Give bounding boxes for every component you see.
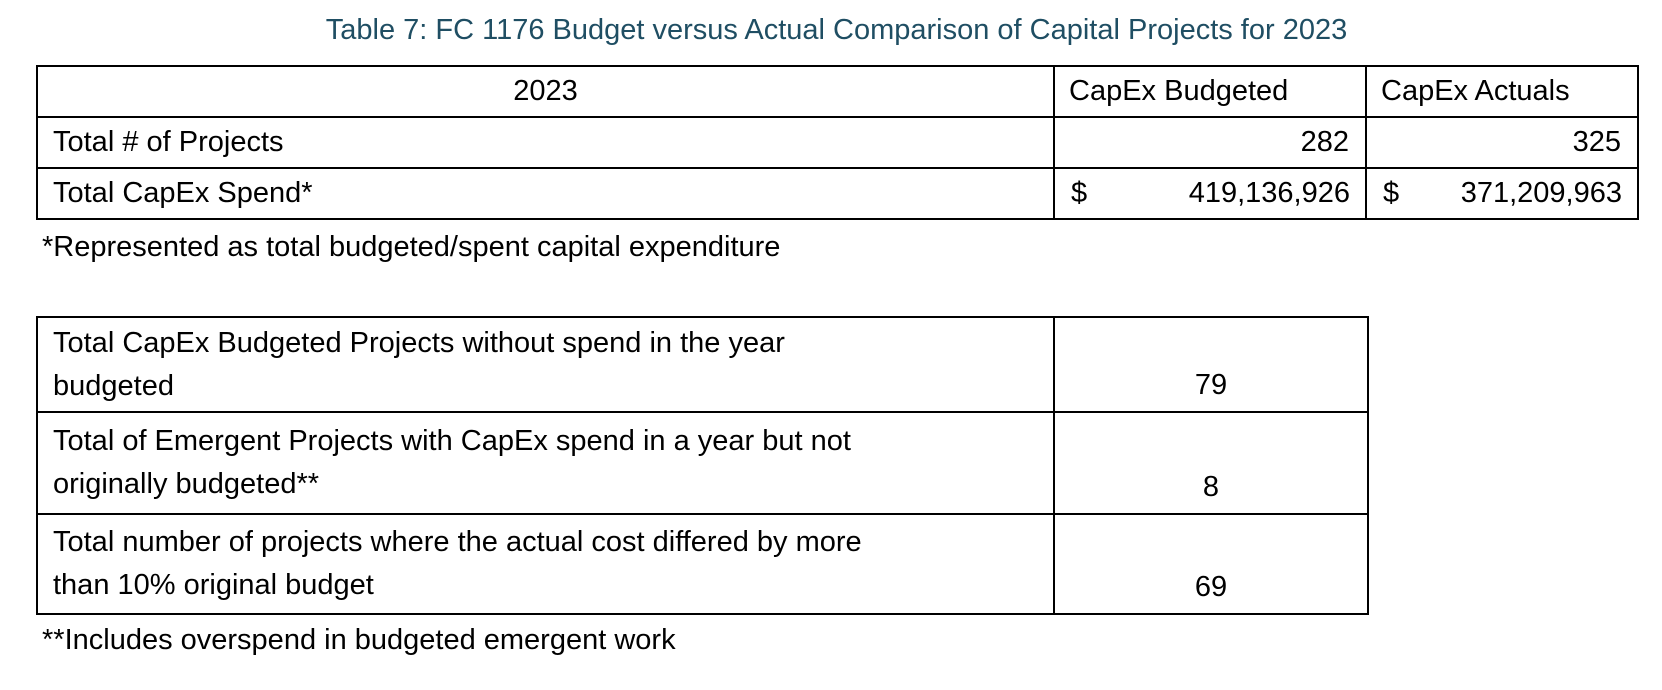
table-row-no-spend-projects: Total CapEx Budgeted Projects without sp… <box>36 316 1369 413</box>
value-budgeted-projects: 282 <box>1053 116 1367 169</box>
label-line-1: Total number of projects where the actua… <box>53 526 862 558</box>
footnote-emergent-work: **Includes overspend in budgeted emergen… <box>42 624 676 656</box>
actual-spend-value: 371,209,963 <box>1460 177 1622 209</box>
table-row-emergent-projects: Total of Emergent Projects with CapEx sp… <box>36 411 1369 515</box>
footnote-capex-spend: *Represented as total budgeted/spent cap… <box>42 231 781 263</box>
table-row-total-capex-spend: Total CapEx Spend* $ 419,136,926 $ 371,2… <box>36 167 1639 220</box>
budgeted-spend-amount: $ 419,136,926 <box>1056 177 1364 210</box>
table-row-cost-differed-projects: Total number of projects where the actua… <box>36 513 1369 615</box>
label-total-projects: Total # of Projects <box>36 116 1055 169</box>
label-emergent-projects: Total of Emergent Projects with CapEx sp… <box>36 411 1055 515</box>
currency-symbol: $ <box>1383 177 1400 209</box>
table-caption: Table 7: FC 1176 Budget versus Actual Co… <box>325 14 1348 46</box>
label-line-2: than 10% original budget <box>53 569 374 601</box>
currency-symbol: $ <box>1071 177 1088 209</box>
label-no-spend-projects: Total CapEx Budgeted Projects without sp… <box>36 316 1055 413</box>
label-line-2: budgeted <box>53 369 174 402</box>
value-actual-spend-cell: $ 371,209,963 <box>1365 167 1639 220</box>
actual-spend-amount: $ 371,209,963 <box>1368 177 1636 210</box>
value-budgeted-spend-cell: $ 419,136,926 <box>1053 167 1367 220</box>
label-line-1: Total CapEx Budgeted Projects without sp… <box>53 326 785 359</box>
header-capex-budgeted: CapEx Budgeted <box>1053 65 1367 118</box>
value-actual-projects: 325 <box>1365 116 1639 169</box>
value-cost-differed-projects: 69 <box>1053 513 1369 615</box>
value-emergent-projects: 8 <box>1053 411 1369 515</box>
label-cost-differed-projects: Total number of projects where the actua… <box>36 513 1055 615</box>
budgeted-spend-value: 419,136,926 <box>1188 177 1350 209</box>
label-line-1: Total of Emergent Projects with CapEx sp… <box>53 425 851 457</box>
label-line-2: originally budgeted** <box>53 468 320 500</box>
project-counts-table: Total CapEx Budgeted Projects without sp… <box>36 316 1369 615</box>
label-total-capex-spend: Total CapEx Spend* <box>36 167 1055 220</box>
header-year: 2023 <box>36 65 1055 118</box>
value-no-spend-projects: 79 <box>1053 316 1369 413</box>
table-header-row: 2023 CapEx Budgeted CapEx Actuals <box>36 65 1639 118</box>
table-row-total-projects: Total # of Projects 282 325 <box>36 116 1639 169</box>
capex-budget-vs-actual-table: 2023 CapEx Budgeted CapEx Actuals Total … <box>36 65 1639 220</box>
header-capex-actuals: CapEx Actuals <box>1365 65 1639 118</box>
